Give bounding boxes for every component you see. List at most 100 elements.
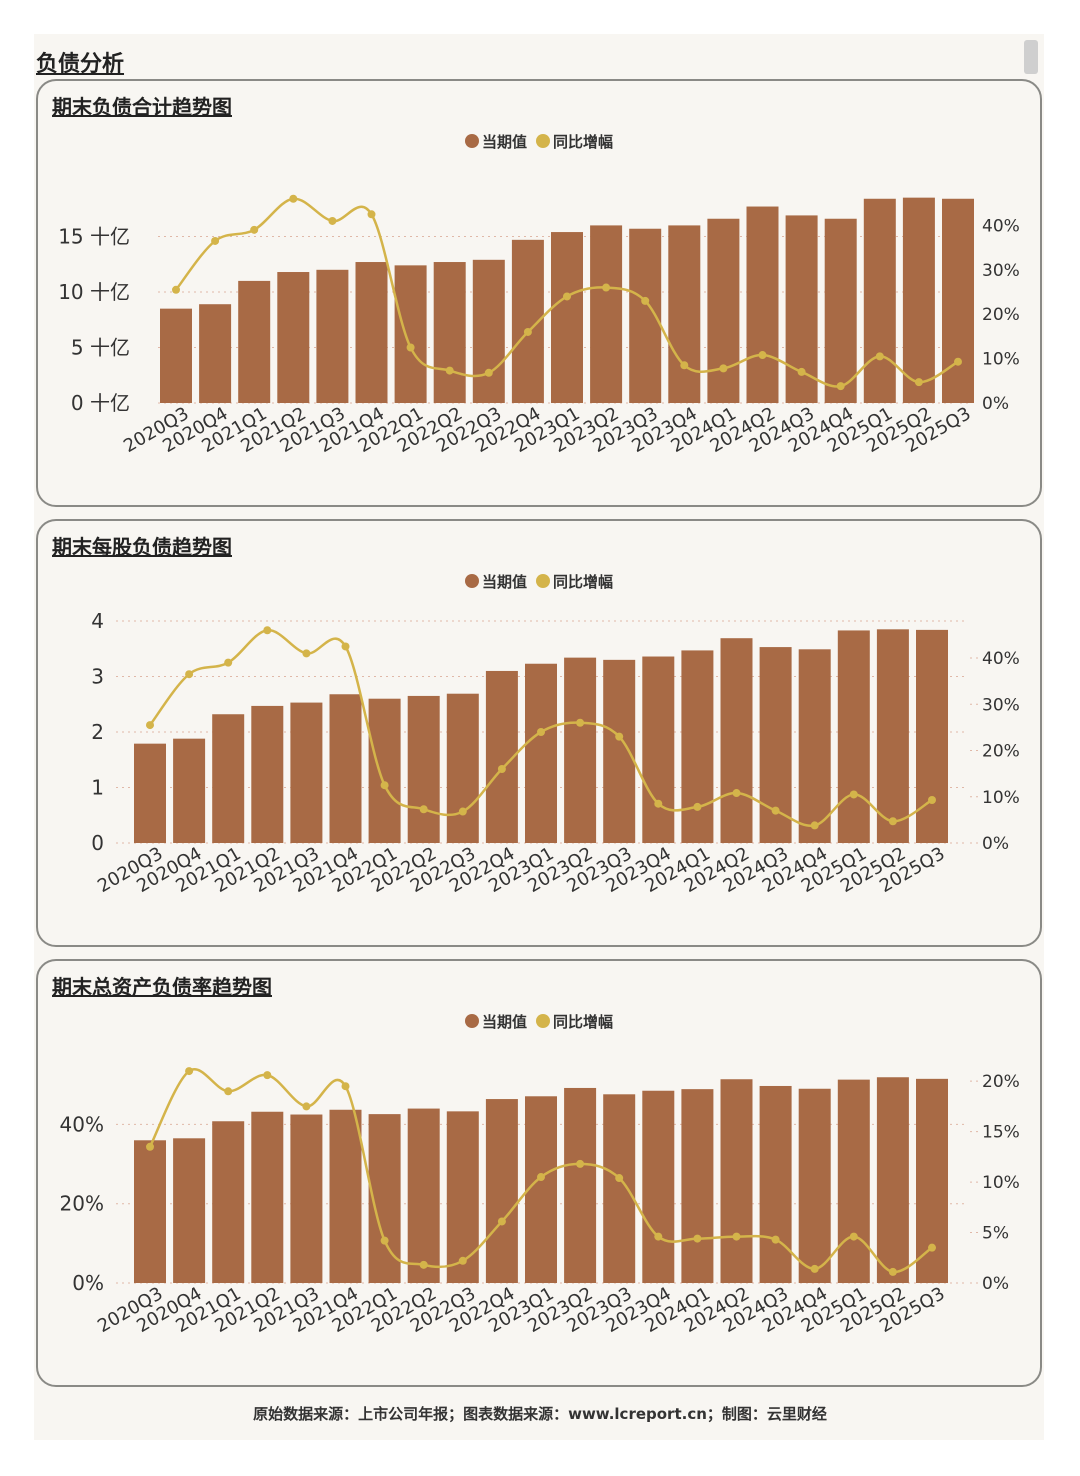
bar — [525, 1096, 557, 1283]
y-axis-left-tick-label: 2 — [91, 720, 104, 744]
growth-point — [302, 1102, 311, 1111]
bar — [433, 262, 466, 403]
growth-point — [497, 765, 506, 773]
bar — [173, 1138, 206, 1283]
y-axis-left-tick-label: 4 — [91, 609, 104, 633]
legend-bar-marker — [465, 1014, 479, 1028]
bar — [916, 1078, 948, 1283]
debt-ratio-chart-panel: 期末总资产负债率趋势图 当期值 同比增幅 0% 20% 40% 0% 5% 10% 15% 20%… — [36, 959, 1042, 1387]
growth-point — [146, 721, 154, 730]
growth-point — [224, 1087, 233, 1096]
bar — [329, 1109, 362, 1283]
bar — [277, 272, 310, 403]
bar — [902, 197, 935, 403]
chart-title: 期末总资产负债率趋势图 — [52, 975, 272, 999]
bar — [134, 743, 166, 843]
legend: 当期值 同比增幅 — [465, 1013, 613, 1031]
bar — [251, 705, 284, 843]
y-axis-right-tick-label: 10% — [982, 788, 1020, 808]
growth-point — [537, 728, 545, 736]
growth-point — [654, 1232, 663, 1241]
growth-point — [224, 658, 233, 667]
growth-point — [497, 1217, 506, 1226]
y-axis-left-tick-label: 5 十亿 — [71, 336, 130, 360]
bar — [160, 308, 192, 403]
bar — [798, 1088, 831, 1283]
bar — [720, 638, 753, 843]
growth-point — [537, 1173, 545, 1182]
bar — [564, 657, 597, 843]
y-axis-left-tick-label: 1 — [91, 776, 104, 800]
bar — [290, 1114, 323, 1283]
growth-point — [211, 236, 220, 245]
bar — [485, 1099, 518, 1283]
section-title: 负债分析 — [36, 52, 125, 77]
growth-point — [341, 1082, 350, 1091]
growth-point — [849, 790, 858, 799]
growth-point — [888, 1267, 897, 1276]
y-axis-right-tick-label: 0% — [982, 834, 1009, 854]
bar — [290, 702, 323, 843]
y-axis-right-tick-label: 15% — [982, 1123, 1020, 1143]
growth-point — [263, 1071, 272, 1080]
growth-point — [680, 361, 689, 370]
growth-point — [484, 368, 493, 377]
growth-point — [836, 382, 845, 391]
bar — [642, 1090, 675, 1283]
bar — [407, 1108, 440, 1283]
y-axis-left-tick-label: 0 十亿 — [71, 391, 130, 415]
bar — [251, 1111, 284, 1283]
bar — [199, 304, 232, 403]
legend-bar-label: 当期值 — [482, 1013, 527, 1031]
growth-point — [849, 1232, 858, 1241]
legend-bar-label: 当期值 — [482, 573, 527, 591]
growth-point — [928, 1243, 936, 1252]
scrollbar[interactable] — [1024, 40, 1038, 74]
growth-point — [367, 210, 376, 219]
growth-point — [250, 225, 259, 234]
growth-point — [380, 1236, 389, 1245]
bar — [212, 1121, 245, 1283]
bar — [876, 1077, 909, 1283]
growth-point — [576, 718, 585, 727]
growth-point — [797, 367, 806, 376]
legend-line-marker — [536, 134, 550, 148]
growth-point — [458, 807, 467, 816]
footer-source: 原始数据来源：上市公司年报；图表数据来源：www.lcreport.cn；制图：… — [253, 1405, 827, 1423]
per-share-liabilities-chart: 当期值 同比增幅012340%10%20%30%40%2020Q32020Q420… — [91, 573, 1020, 897]
growth-point — [615, 732, 624, 741]
growth-point — [445, 366, 454, 375]
growth-point — [771, 1235, 780, 1244]
bar — [681, 650, 714, 843]
bar — [837, 1079, 870, 1283]
bar — [876, 629, 909, 843]
legend-line-marker — [536, 1014, 550, 1028]
growth-line — [175, 197, 959, 388]
chart-title: 期末负债合计趋势图 — [52, 95, 232, 119]
y-axis-right-tick-label: 10% — [982, 350, 1020, 370]
liabilities-chart-panel: 期末负债合计趋势图 当期值 同比增幅 0 十亿 5 十亿 10 十亿 15 十亿 0% 10%… — [36, 79, 1042, 507]
bar — [446, 1111, 479, 1283]
bar — [134, 1140, 166, 1283]
per-share-liabilities-chart-panel: 期末每股负债趋势图 当期值 同比增幅 0 1 2 3 4 0% 10% 20% 30% 40% 2020… — [36, 519, 1042, 947]
bar — [603, 1094, 636, 1283]
growth-line — [149, 629, 933, 828]
bar — [551, 232, 583, 403]
growth-line — [148, 1068, 933, 1274]
bar — [642, 656, 675, 843]
debt-ratio-chart: 当期值 同比增幅0%20%40%0%5%10%15%20%2020Q32020Q4… — [60, 1013, 1020, 1337]
y-axis-right-tick-label: 20% — [982, 305, 1020, 325]
bar — [355, 262, 388, 403]
bar — [525, 663, 557, 843]
bar — [863, 198, 896, 403]
bar — [212, 714, 245, 843]
growth-point — [419, 805, 428, 814]
growth-point — [732, 1232, 741, 1241]
bar — [446, 693, 479, 843]
legend: 当期值 同比增幅 — [465, 573, 613, 591]
growth-point — [146, 1142, 154, 1151]
y-axis-right-tick-label: 30% — [982, 261, 1020, 281]
bar — [746, 206, 779, 403]
growth-point — [758, 351, 767, 360]
